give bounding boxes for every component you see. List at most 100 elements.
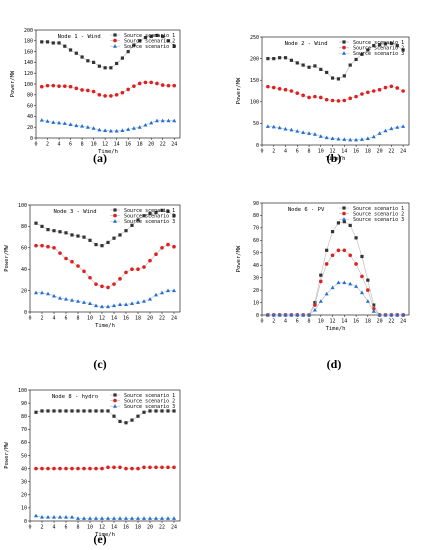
data-point [366,90,370,95]
y-tick-label: 60 [21,246,27,252]
data-point [166,209,170,214]
x-tick-label: 14 [114,142,120,148]
data-point [371,134,376,139]
data-point [103,66,107,70]
data-point [330,76,335,80]
x-tick-label: 14 [111,525,117,531]
data-point [313,303,317,307]
x-axis-label: Time/h [326,326,346,332]
series-2 [39,80,177,98]
data-point [372,303,376,307]
data-point [124,466,128,471]
data-point [295,129,300,133]
data-point [88,275,92,280]
series-line [35,410,174,424]
legend-entry: Source scenario 2 [353,45,404,51]
x-tick-label: 22 [160,142,166,148]
data-point [271,85,276,90]
panel-label-e: (e) [93,532,107,546]
legend-entry: Source scenario 2 [124,398,175,404]
data-point [124,421,128,425]
data-point [330,98,335,103]
data-point [365,299,370,303]
y-tick-label: 90 [21,401,27,407]
data-point [112,414,116,418]
y-tick-label: 40 [21,267,27,273]
data-point [58,409,62,413]
data-point [142,410,146,414]
data-point [348,137,353,142]
x-tick-label: 10 [318,149,324,155]
data-point [112,465,116,470]
data-point [142,299,146,303]
data-point [39,118,44,122]
data-point [155,81,159,86]
y-tick-label: 100 [18,203,27,209]
x-tick-label: 20 [147,525,153,531]
series-line [267,85,404,102]
data-point [97,93,102,97]
y-tick-label: 80 [253,213,259,219]
data-point [130,516,134,520]
data-point [63,84,67,88]
y-tick-label: 0 [30,136,33,142]
data-point [265,312,270,317]
legend-entry: Source scenario 3 [353,51,404,57]
y-tick-label: 20 [21,288,27,294]
data-point [106,285,110,290]
data-point [58,295,62,300]
data-point [148,211,152,216]
legend-marker [113,38,117,43]
series-line [41,119,175,132]
data-point [266,84,270,89]
legend-marker [342,40,346,44]
data-point [149,34,153,39]
data-point [342,248,347,253]
data-point [325,70,329,75]
x-tick-label: 2 [272,149,275,155]
data-point [136,414,140,418]
series-line [267,282,404,316]
data-point [330,136,335,141]
data-point [401,48,405,52]
plot-frame [261,202,410,316]
data-point [155,33,159,37]
plot-frame [29,204,181,313]
data-point [106,465,110,470]
data-point [166,288,170,293]
y-tick-label: 70 [21,427,27,433]
series-1 [40,33,176,70]
data-point [354,137,359,142]
data-point [383,312,388,317]
data-point [120,128,125,132]
y-tick-label: 0 [24,310,27,316]
x-tick-label: 8 [76,525,79,531]
x-tick-label: 0 [28,316,31,322]
data-point [301,93,305,98]
data-point [109,66,113,70]
data-point [100,244,104,248]
data-point [70,514,74,519]
series-1 [266,41,405,81]
data-point [45,119,50,123]
data-point [100,304,104,309]
data-point [52,229,56,233]
chart-title: Node 1 - Wind [58,34,101,40]
x-tick-label: 16 [353,319,359,325]
data-point [148,465,152,470]
data-point [88,238,92,242]
legend-entry: Source scenario 1 [124,33,175,39]
y-tick-label: 120 [24,71,33,77]
x-tick-label: 24 [400,319,406,325]
data-point [40,514,44,519]
x-tick-label: 8 [308,149,311,155]
data-point [106,516,110,520]
data-point [118,302,122,307]
data-point [336,221,341,225]
data-point [312,307,317,312]
data-point [307,312,312,317]
